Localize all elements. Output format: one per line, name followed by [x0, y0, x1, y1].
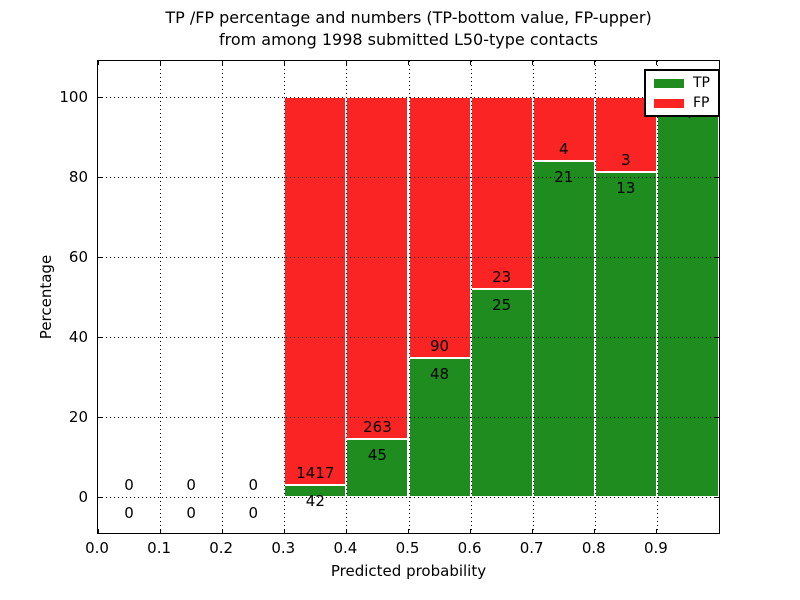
legend-entry-fp: FP — [654, 96, 710, 110]
y-tick-label: 60 — [68, 248, 88, 266]
y-tick-label: 80 — [68, 168, 88, 186]
fp-count-annotation: 4 — [558, 140, 569, 158]
y-tick-mark — [98, 256, 102, 258]
y-axis-label: Percentage — [37, 254, 55, 340]
fp-count-annotation: 23 — [492, 267, 512, 286]
tp-count-annotation: 21 — [554, 168, 574, 186]
gridline-v — [160, 61, 162, 533]
y-tick-mark — [715, 176, 719, 178]
y-tick-mark — [98, 416, 102, 418]
fp-bar-segment — [532, 97, 595, 161]
x-tick-label: 0.7 — [519, 539, 544, 557]
chart-title-line1: TP /FP percentage and numbers (TP-bottom… — [165, 8, 652, 27]
tp-bar-segment — [656, 97, 719, 497]
gridline-v — [470, 61, 472, 533]
y-tick-label: 20 — [68, 408, 88, 426]
x-tick-mark — [408, 529, 409, 533]
gridline-v — [346, 61, 348, 533]
x-tick-mark — [283, 529, 285, 533]
x-tick-mark — [345, 61, 347, 65]
gridline-v — [222, 61, 224, 533]
tp-bar-segment — [408, 357, 471, 497]
gridline-v — [284, 61, 286, 533]
x-tick-mark — [97, 61, 99, 65]
y-tick-mark — [715, 496, 719, 498]
x-tick-label: 0.0 — [85, 539, 109, 557]
chart-title-line2: from among 1998 submitted L50-type conta… — [218, 30, 599, 49]
x-tick-label: 0.4 — [333, 539, 358, 557]
tp-color-swatch — [654, 78, 684, 88]
fp-bar-segment — [408, 97, 471, 358]
x-tick-label: 0.9 — [643, 539, 668, 557]
y-tick-label: 0 — [78, 488, 88, 506]
x-tick-mark — [408, 61, 409, 65]
y-tick-label: 40 — [68, 328, 88, 346]
x-tick-mark — [470, 61, 472, 65]
fp-color-swatch — [654, 98, 684, 108]
chart-title: TP /FP percentage and numbers (TP-bottom… — [97, 7, 720, 51]
y-tick-mark — [98, 176, 102, 178]
fp-bar-segment — [284, 97, 347, 486]
x-axis-label: Predicted probability — [330, 562, 487, 580]
fp-count-annotation: 263 — [363, 417, 392, 436]
x-tick-mark — [97, 529, 99, 533]
x-tick-label: 0.8 — [581, 539, 606, 557]
legend: TP FP — [644, 69, 720, 117]
y-tick-mark — [715, 256, 719, 258]
x-tick-mark — [594, 61, 596, 65]
x-tick-mark — [656, 529, 658, 533]
tp-bar-segment — [470, 288, 533, 497]
fp-count-annotation: 3 — [621, 151, 631, 169]
gridline-v — [408, 61, 410, 533]
plot-area: 000000141742263459048232542131304 TP FP — [97, 60, 720, 534]
fp-count-annotation: 1417 — [296, 464, 335, 483]
tp-bar-segment — [532, 161, 595, 497]
fp-count-annotation: 0 — [186, 476, 196, 494]
x-tick-mark — [283, 61, 285, 65]
y-tick-label: 100 — [59, 88, 88, 106]
x-tick-mark — [532, 529, 534, 533]
x-tick-label: 0.6 — [457, 539, 482, 557]
y-tick-mark — [715, 416, 719, 418]
x-tick-label: 0.2 — [209, 539, 234, 557]
legend-entry-tp: TP — [654, 76, 710, 90]
x-tick-label: 0.5 — [395, 539, 420, 557]
tp-count-annotation: 48 — [430, 364, 450, 383]
x-tick-mark — [470, 529, 472, 533]
tp-count-annotation: 13 — [616, 179, 636, 197]
tp-count-annotation: 0 — [248, 504, 259, 522]
tp-count-annotation: 25 — [492, 295, 512, 314]
y-tick-mark — [98, 96, 102, 98]
legend-label-tp: TP — [693, 75, 710, 91]
y-tick-mark — [98, 496, 102, 498]
x-tick-mark — [656, 61, 658, 65]
fp-bar-segment — [346, 97, 409, 439]
gridline-v — [532, 61, 534, 533]
x-tick-mark — [594, 529, 596, 533]
gridline-v — [594, 61, 596, 533]
x-tick-mark — [159, 529, 161, 533]
tp-count-annotation: 0 — [186, 504, 196, 522]
x-tick-mark — [345, 529, 347, 533]
tp-count-annotation: 45 — [367, 445, 387, 464]
fp-count-annotation: 0 — [248, 476, 259, 494]
gridline-v — [656, 61, 658, 533]
y-tick-mark — [98, 336, 102, 338]
tp-count-annotation: 0 — [124, 504, 134, 522]
x-tick-mark — [221, 61, 223, 65]
fp-count-annotation: 0 — [124, 476, 134, 494]
x-tick-mark — [159, 61, 161, 65]
fp-bar-segment — [470, 97, 533, 289]
legend-label-fp: FP — [693, 95, 710, 111]
tp-bar-segment — [594, 172, 657, 497]
y-tick-mark — [715, 336, 719, 338]
fp-count-annotation: 90 — [430, 336, 450, 355]
x-tick-label: 0.3 — [271, 539, 296, 557]
tp-count-annotation: 42 — [305, 492, 325, 511]
x-tick-mark — [221, 529, 223, 533]
x-tick-label: 0.1 — [147, 539, 172, 557]
x-tick-mark — [532, 61, 534, 65]
